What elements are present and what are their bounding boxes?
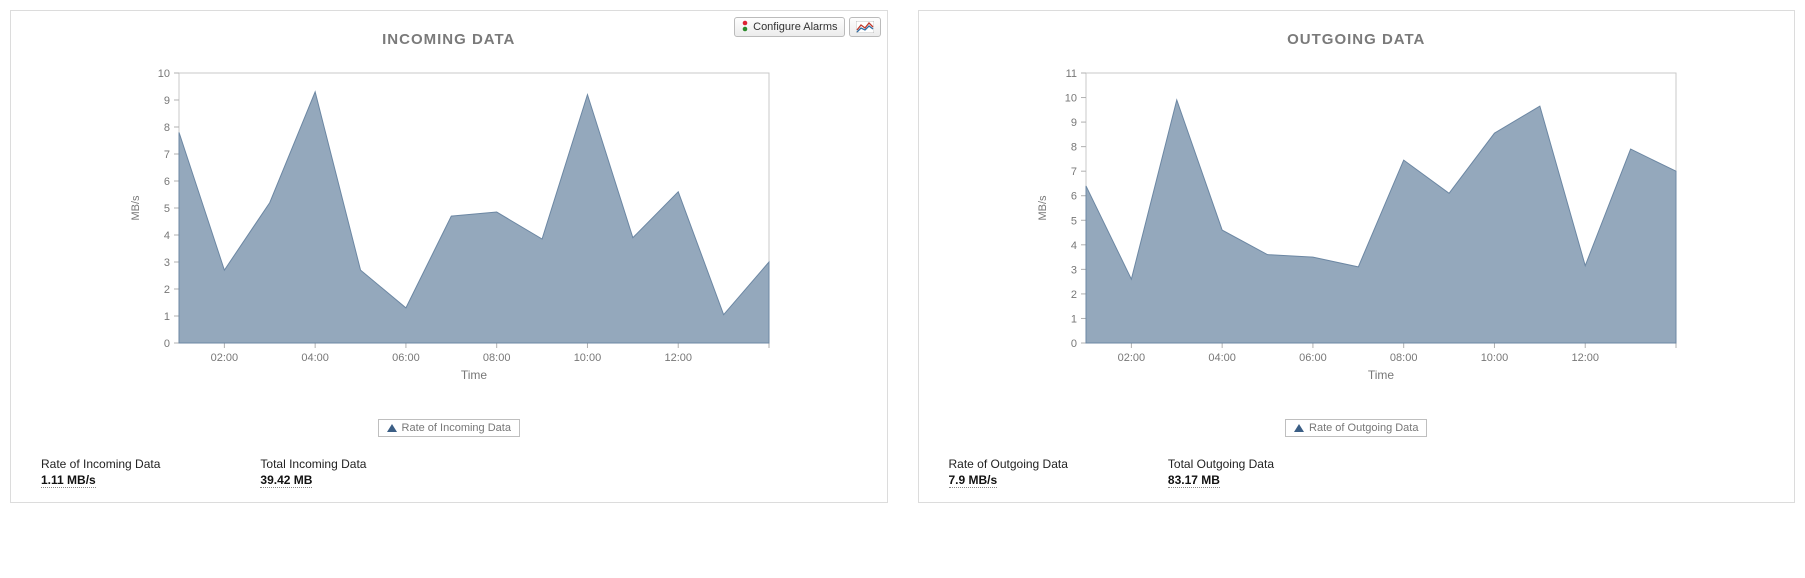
x-tick-label: 12:00 xyxy=(1572,352,1600,364)
y-tick-label: 6 xyxy=(164,176,170,188)
x-tick-label: 04:00 xyxy=(1209,352,1237,364)
chart-panel: OUTGOING DATA 0 1 2 3 4 5 6 7 8 9 10 11 02:00 04:00 06:… xyxy=(918,10,1796,503)
y-tick-label: 9 xyxy=(164,95,170,107)
x-axis-label: Time xyxy=(1368,368,1395,382)
chart-icon xyxy=(856,21,874,33)
stat-value: 1.11 MB/s xyxy=(41,473,96,488)
stat-block: Rate of Incoming Data 1.11 MB/s xyxy=(41,457,160,488)
legend-marker-icon xyxy=(387,424,397,432)
y-axis-label: MB/s xyxy=(130,195,142,221)
chart-title: OUTGOING DATA xyxy=(919,31,1795,48)
stat-label: Total Incoming Data xyxy=(260,457,366,471)
stat-label: Total Outgoing Data xyxy=(1168,457,1274,471)
x-tick-label: 08:00 xyxy=(483,352,511,364)
y-tick-label: 5 xyxy=(164,203,170,215)
y-tick-label: 11 xyxy=(1066,68,1077,80)
y-axis-label: MB/s xyxy=(1037,195,1049,221)
y-tick-label: 10 xyxy=(1065,93,1077,105)
chart-wrap: 0 1 2 3 4 5 6 7 8 9 10 11 02:00 04:00 06:00 08:00 10:00 1… xyxy=(919,53,1795,413)
configure-alarms-label: Configure Alarms xyxy=(753,20,837,34)
stat-block: Total Incoming Data 39.42 MB xyxy=(260,457,366,488)
legend-label: Rate of Incoming Data xyxy=(402,422,511,434)
y-tick-label: 8 xyxy=(164,122,170,134)
x-tick-label: 06:00 xyxy=(392,352,420,364)
panel-toolbar: Configure Alarms xyxy=(734,17,880,37)
stat-label: Rate of Incoming Data xyxy=(41,457,160,471)
y-tick-label: 2 xyxy=(1071,289,1077,301)
x-tick-label: 02:00 xyxy=(1118,352,1146,364)
legend-label: Rate of Outgoing Data xyxy=(1309,422,1418,434)
x-tick-label: 06:00 xyxy=(1299,352,1327,364)
y-tick-label: 5 xyxy=(1071,215,1077,227)
legend-marker-icon xyxy=(1294,424,1304,432)
x-tick-label: 04:00 xyxy=(301,352,329,364)
y-tick-label: 3 xyxy=(164,257,170,269)
stats-row: Rate of Incoming Data 1.11 MB/s Total Inco… xyxy=(11,437,887,492)
chart-wrap: 0 1 2 3 4 5 6 7 8 9 10 02:00 04:00 06:00 08:00 10:00 12:… xyxy=(11,53,887,413)
area-chart: 0 1 2 3 4 5 6 7 8 9 10 11 02:00 04:00 06:00 08:00 10:00 1… xyxy=(1016,53,1696,413)
y-tick-label: 0 xyxy=(164,338,170,350)
y-tick-label: 3 xyxy=(1071,264,1077,276)
x-tick-label: 08:00 xyxy=(1390,352,1418,364)
y-tick-label: 1 xyxy=(1071,313,1077,325)
y-tick-label: 10 xyxy=(158,68,170,80)
x-tick-label: 10:00 xyxy=(573,352,601,364)
x-tick-label: 02:00 xyxy=(210,352,238,364)
legend: Rate of Incoming Data xyxy=(11,419,887,437)
legend-item[interactable]: Rate of Outgoing Data xyxy=(1285,419,1427,437)
y-tick-label: 7 xyxy=(1071,166,1077,178)
stat-block: Total Outgoing Data 83.17 MB xyxy=(1168,457,1274,488)
y-tick-label: 1 xyxy=(164,311,170,323)
legend-item[interactable]: Rate of Incoming Data xyxy=(378,419,520,437)
alarm-icon xyxy=(741,20,749,34)
stat-block: Rate of Outgoing Data 7.9 MB/s xyxy=(949,457,1068,488)
x-tick-label: 10:00 xyxy=(1481,352,1509,364)
y-tick-label: 9 xyxy=(1071,117,1077,129)
y-tick-label: 2 xyxy=(164,284,170,296)
dashboard: Configure AlarmsINCOMING DATA01234567891… xyxy=(0,0,1805,513)
x-tick-label: 12:00 xyxy=(664,352,692,364)
area-chart: 0 1 2 3 4 5 6 7 8 9 10 02:00 04:00 06:00 08:00 10:00 12:… xyxy=(109,53,789,413)
x-axis-label: Time xyxy=(461,368,488,382)
legend: Rate of Outgoing Data xyxy=(919,419,1795,437)
stat-value: 39.42 MB xyxy=(260,473,312,488)
chart-panel: Configure AlarmsINCOMING DATA01234567891… xyxy=(10,10,888,503)
stats-row: Rate of Outgoing Data 7.9 MB/s Total Outgo… xyxy=(919,437,1795,492)
stat-value: 83.17 MB xyxy=(1168,473,1220,488)
y-tick-label: 6 xyxy=(1071,191,1077,203)
y-tick-label: 0 xyxy=(1071,338,1077,350)
stat-value: 7.9 MB/s xyxy=(949,473,998,488)
stat-label: Rate of Outgoing Data xyxy=(949,457,1068,471)
chart-options-button[interactable] xyxy=(849,17,881,37)
y-tick-label: 8 xyxy=(1071,142,1077,154)
y-tick-label: 4 xyxy=(164,230,170,242)
configure-alarms-button[interactable]: Configure Alarms xyxy=(734,17,844,37)
y-tick-label: 7 xyxy=(164,149,170,161)
y-tick-label: 4 xyxy=(1071,240,1077,252)
